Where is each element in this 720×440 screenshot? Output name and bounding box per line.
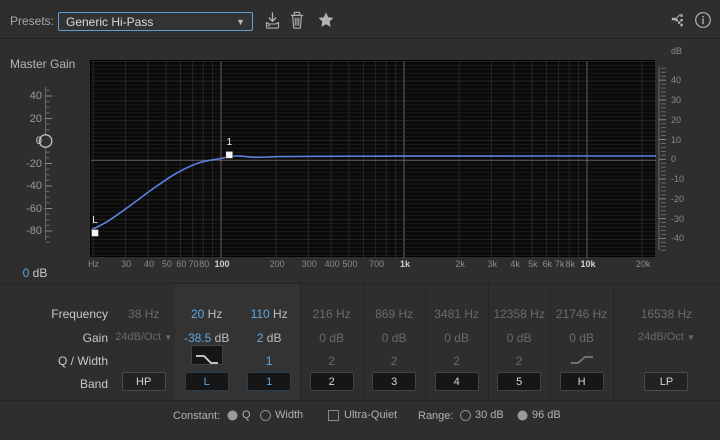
svg-text:L: L [92,215,98,226]
svg-text:1: 1 [227,137,233,148]
